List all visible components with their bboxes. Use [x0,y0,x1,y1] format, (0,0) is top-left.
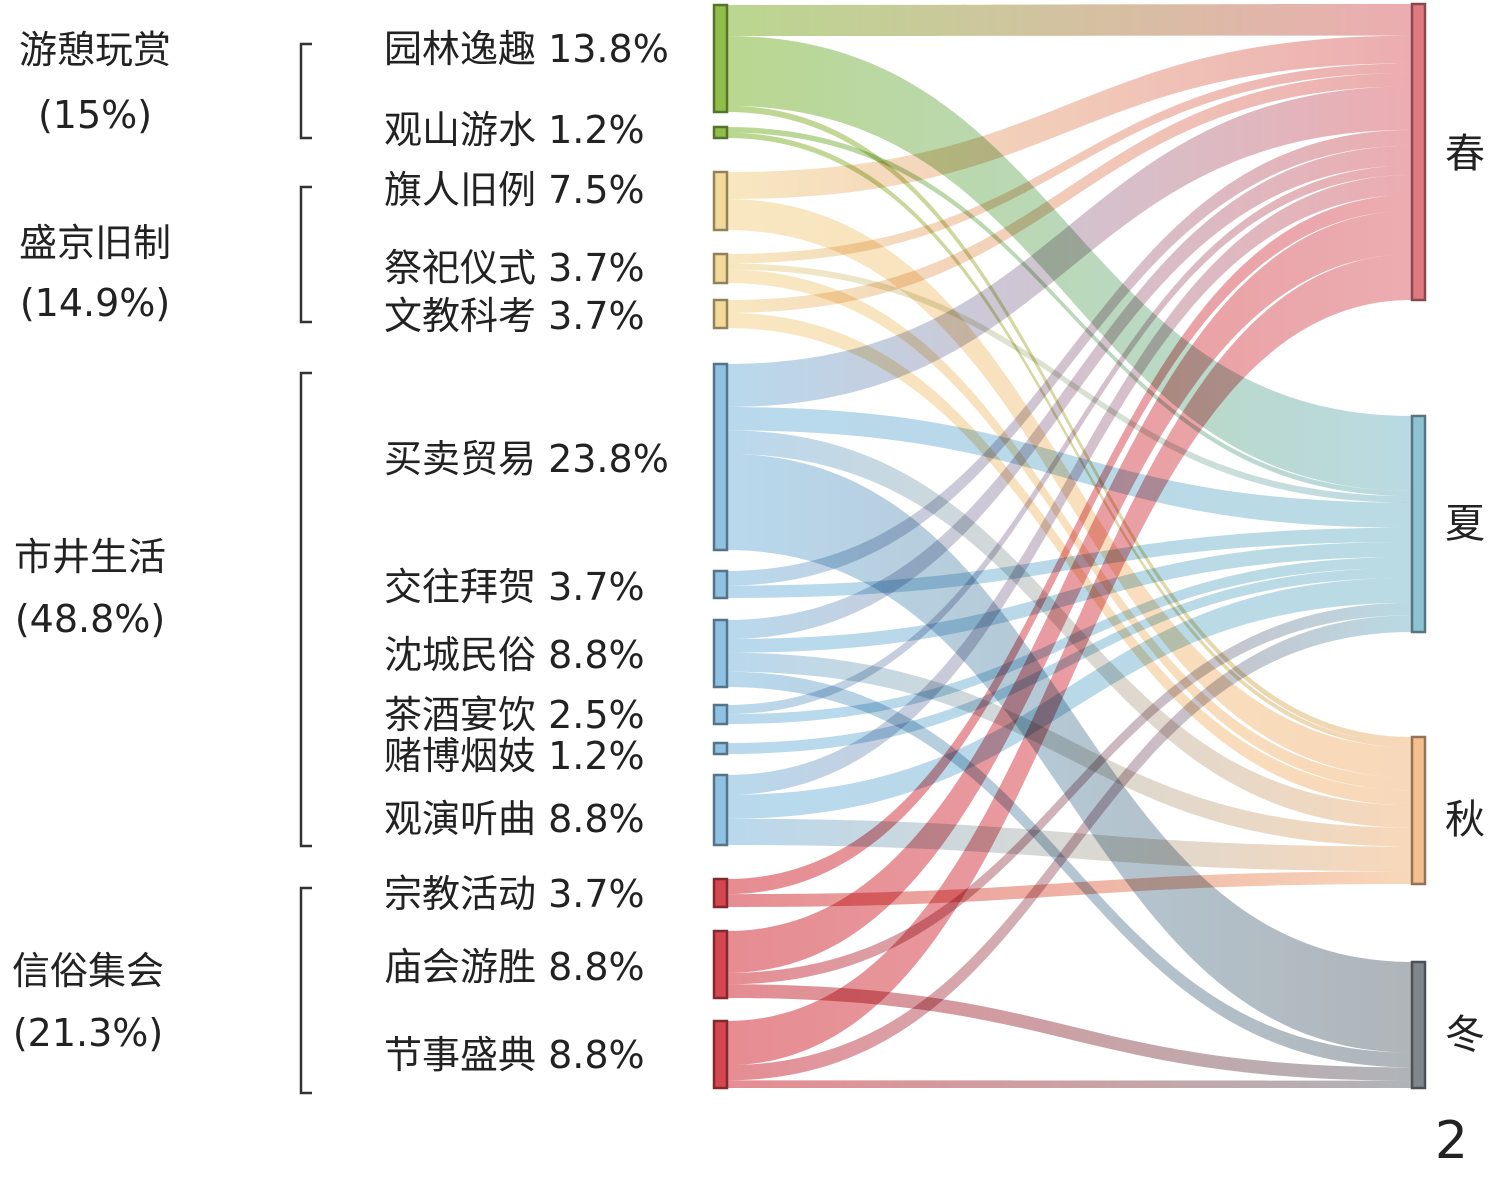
flow-link [727,129,1412,586]
group-bracket [299,371,312,848]
flow-link [727,86,1412,407]
labels: 园林逸趣 13.8% 观山游水 1.2% 旗人旧例 7.5% 祭祀仪式 3.7%文教科… [12,27,1485,1171]
category-node [712,773,729,847]
group-percent: (48.8%) [15,597,165,641]
flow-link [727,984,1412,1081]
category-label: 园林逸趣 13.8% [384,27,669,71]
figure-number: 2 [1435,1111,1468,1171]
flow-link [727,871,1412,907]
category-node [712,1019,729,1090]
group-name: 信俗集会 [12,949,164,993]
flow-link [727,671,1412,1068]
group-bracket [299,185,312,324]
category-node [712,298,729,330]
flow-link [727,615,1412,1081]
group-name: 盛京旧制 [19,221,171,265]
flow-link [727,4,1412,37]
flow-link [727,406,1412,528]
flow-link [727,63,1412,264]
group-name: 市井生活 [14,535,166,579]
category-label: 祭祀仪式 3.7% [384,246,645,290]
category-node [712,703,729,726]
flow-link [727,35,1412,200]
category-node [712,252,729,285]
flow-link [727,174,1412,795]
category-node [712,170,729,232]
category-label: 沈城民俗 8.8% [384,633,645,677]
flow-link [727,602,1412,985]
flow-link [727,165,1412,715]
group-percent: (21.3%) [13,1011,163,1055]
season-label: 冬 [1445,1012,1485,1058]
category-label: 赌博烟妓 1.2% [384,734,645,778]
season-label: 春 [1445,131,1485,177]
flow-link [727,194,1412,895]
group-percent: (14.9%) [20,281,170,325]
category-label: 宗教活动 3.7% [384,872,645,916]
season-node [1410,414,1427,634]
category-node [712,125,729,140]
flow-link [727,72,1412,313]
flow-link [727,577,1412,819]
season-node [1410,2,1427,302]
flow-link [727,652,1412,847]
flow-link [727,254,1412,1066]
group-bracket [299,42,312,140]
category-label: 庙会游胜 8.8% [384,945,645,989]
season-node [1410,960,1427,1090]
flow-link [727,210,1412,973]
category-node [712,362,729,552]
group-percent: (15%) [38,93,152,137]
category-label: 茶酒宴饮 2.5% [384,693,645,737]
category-label: 买卖贸易 23.8% [384,437,669,481]
category-node [712,569,729,600]
category-label: 文教科考 3.7% [384,294,645,338]
category-label: 观演听曲 8.8% [384,797,645,841]
season-label: 秋 [1445,797,1485,843]
season-label: 夏 [1445,501,1485,547]
season-node [1410,735,1427,886]
category-label: 节事盛典 8.8% [384,1033,645,1077]
group-bracket [299,886,312,1095]
category-label: 交往拜贺 3.7% [384,565,645,609]
nodes [712,2,1427,1090]
group-brackets [299,42,312,1095]
flow-link [727,145,1412,640]
flow-link [727,269,1412,791]
flow-link [727,1080,1412,1088]
group-name: 游憩玩赏 [19,28,171,72]
category-node [712,741,729,756]
category-node [712,618,729,689]
flow-links [727,4,1412,1088]
flow-link [727,127,1412,497]
flow-link [727,430,1412,828]
category-node [712,877,729,909]
flow-link [727,105,1412,743]
category-node [712,929,729,1000]
category-node [712,3,729,114]
category-label: 观山游水 1.2% [384,108,645,152]
category-label: 旗人旧例 7.5% [384,168,645,212]
